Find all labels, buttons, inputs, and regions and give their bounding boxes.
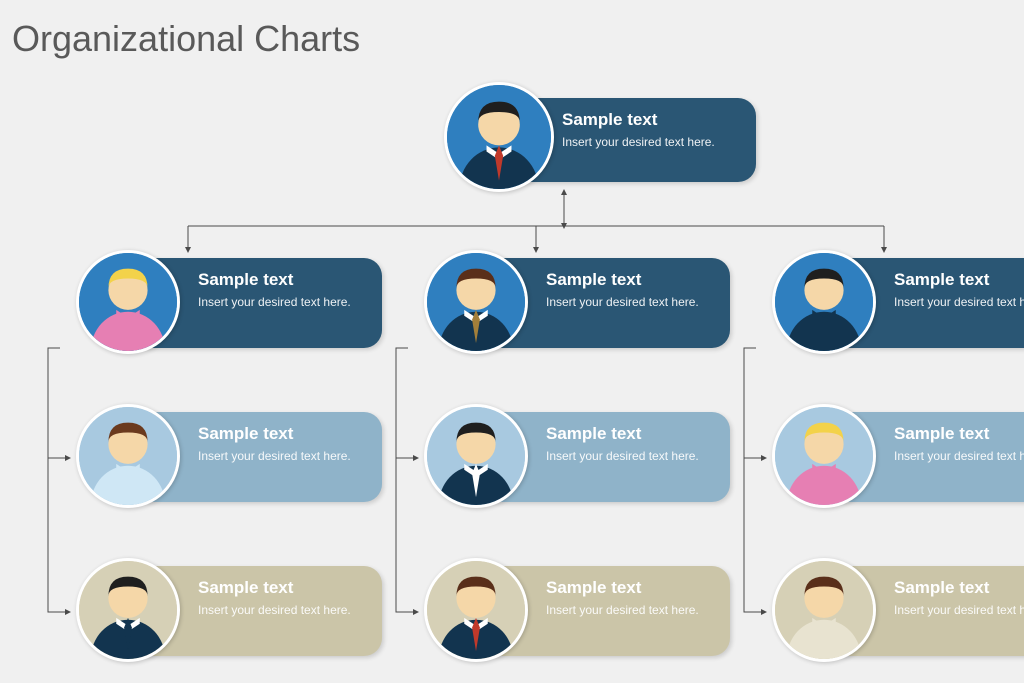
org-card-title: Sample text	[546, 578, 714, 598]
person-icon	[772, 250, 876, 354]
org-card-title: Sample text	[546, 270, 714, 290]
person-icon	[772, 404, 876, 508]
org-card-subtitle: Insert your desired text here.	[546, 294, 714, 310]
org-card-title: Sample text	[894, 424, 1024, 444]
org-card-title: Sample text	[562, 110, 740, 130]
person-icon	[76, 558, 180, 662]
org-card-subtitle: Insert your desired text here.	[546, 602, 714, 618]
org-card-subtitle: Insert your desired text here.	[198, 448, 366, 464]
person-icon	[424, 404, 528, 508]
org-card-subtitle: Insert your desired text here.	[562, 134, 740, 150]
org-card-subtitle: Insert your desired text here.	[894, 294, 1024, 310]
org-card-title: Sample text	[894, 578, 1024, 598]
org-card-title: Sample text	[198, 578, 366, 598]
person-icon	[76, 250, 180, 354]
person-icon	[444, 82, 554, 192]
org-card-title: Sample text	[198, 424, 366, 444]
org-card-subtitle: Insert your desired text here.	[894, 448, 1024, 464]
person-icon	[424, 250, 528, 354]
org-card-subtitle: Insert your desired text here.	[546, 448, 714, 464]
person-icon	[424, 558, 528, 662]
org-card-subtitle: Insert your desired text here.	[894, 602, 1024, 618]
page-title: Organizational Charts	[12, 18, 360, 60]
org-card-title: Sample text	[894, 270, 1024, 290]
org-card-title: Sample text	[546, 424, 714, 444]
org-card-subtitle: Insert your desired text here.	[198, 294, 366, 310]
org-card-subtitle: Insert your desired text here.	[198, 602, 366, 618]
org-card-title: Sample text	[198, 270, 366, 290]
person-icon	[76, 404, 180, 508]
person-icon	[772, 558, 876, 662]
